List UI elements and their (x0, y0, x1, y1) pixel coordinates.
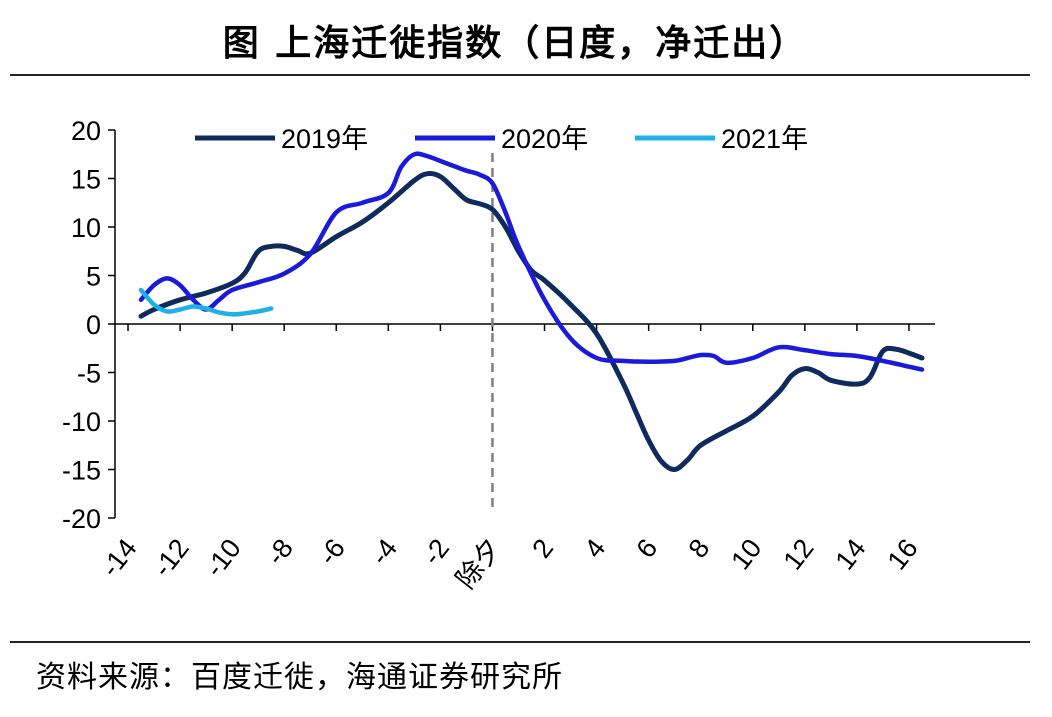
x-tick-label: 10 (725, 533, 767, 575)
title-divider (10, 74, 1030, 76)
series-lines (138, 151, 925, 472)
legend: 2019年 2020年 2021年 (195, 124, 808, 154)
y-tick-label: -20 (62, 504, 101, 534)
y-tick-label: 15 (71, 165, 101, 195)
y-tick-label: -5 (77, 359, 101, 389)
y-tick-label: 20 (71, 116, 101, 146)
x-tick-label: -10 (199, 533, 247, 582)
source-divider (10, 641, 1030, 643)
x-tick-label: 16 (882, 533, 924, 575)
y-tick-label: 0 (86, 310, 101, 340)
y-tick-label: -15 (62, 456, 101, 486)
x-tick-label: -8 (261, 533, 299, 570)
x-tick-label: -14 (95, 533, 143, 582)
legend-label-1: 2019年 (281, 124, 368, 154)
x-tick-label: 除夕 (450, 533, 507, 594)
axes (108, 129, 935, 519)
x-tick-label: -4 (365, 533, 403, 570)
x-tick-label: -2 (417, 533, 455, 570)
x-tick-label: 4 (578, 533, 611, 563)
x-tick-label: 8 (683, 533, 716, 563)
legend-label-2: 2020年 (501, 124, 588, 154)
chart-title: 图 上海迁徙指数（日度，净迁出） (222, 23, 808, 64)
y-tick-label: 10 (71, 213, 101, 243)
series-line-2 (138, 151, 925, 372)
y-tick-label: -10 (62, 407, 101, 437)
x-tick-label: 2 (526, 533, 559, 563)
series-line-3 (138, 287, 274, 317)
source-note: 资料来源：百度迁徙，海通证券研究所 (36, 660, 563, 695)
legend-label-3: 2021年 (721, 124, 808, 154)
x-tick-label: 6 (630, 533, 663, 563)
x-axis-labels: -14 -12 -10 -8 -6 -4 -2除夕 2 4 6 8 10 12 14 16 (95, 533, 924, 594)
x-tick-label: 12 (777, 533, 819, 575)
x-tick-label: 14 (829, 533, 871, 575)
y-tick-label: 5 (86, 262, 101, 292)
x-tick-label: -6 (313, 533, 351, 570)
series-line-1 (138, 171, 925, 472)
x-tick-label: -12 (147, 533, 195, 582)
y-axis-labels: 20 15 10 5 0 -5 -10 -15 -20 (62, 116, 101, 534)
